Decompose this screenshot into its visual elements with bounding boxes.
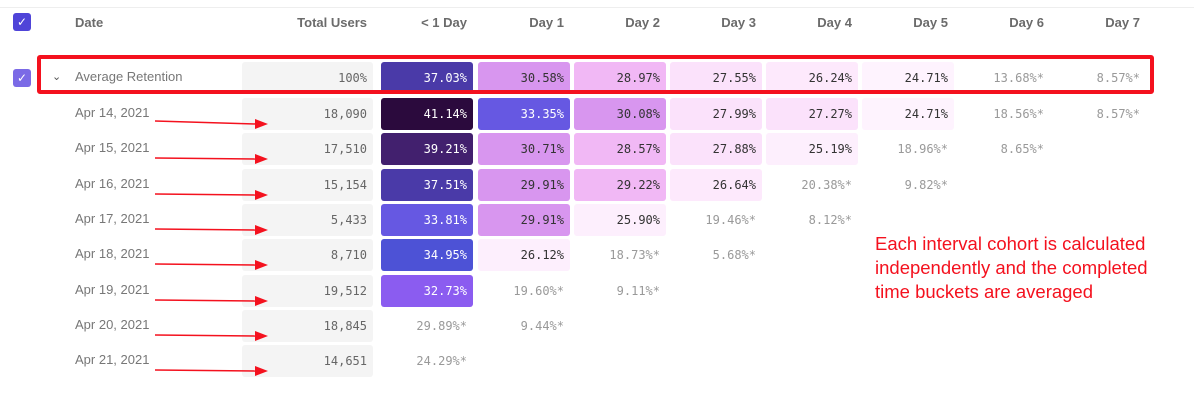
retention-cell[interactable]: 25.90% [574, 203, 666, 236]
arrow-icon [154, 151, 268, 165]
retention-cell[interactable]: 8.57%* [1096, 107, 1140, 121]
cohort-date: Apr 15, 2021 [75, 140, 150, 156]
retention-cell[interactable]: 41.14% [381, 98, 473, 130]
retention-cell[interactable]: 9.11%* [616, 283, 660, 298]
arrow-icon [154, 187, 268, 200]
header-day[interactable]: Day 3 [721, 15, 756, 30]
retention-cell[interactable]: 33.35% [478, 98, 570, 130]
header-total-users[interactable]: Total Users [297, 15, 367, 30]
retention-cell[interactable]: 8.65%* [1000, 142, 1044, 157]
retention-cell[interactable]: 24.29%* [416, 354, 467, 369]
cohort-row[interactable]: Apr 16, 2021 15,154 37.51% 29.91% 29.22% 26.6… [0, 168, 1194, 201]
retention-cell[interactable]: 27.99% [670, 98, 762, 130]
header-day[interactable]: Day 1 [529, 15, 564, 30]
cohort-total-users: 5,433 [242, 203, 373, 236]
header-day[interactable]: Day 7 [1105, 15, 1140, 30]
cohort-date: Apr 19, 2021 [75, 281, 150, 297]
cohort-date: Apr 17, 2021 [75, 210, 150, 226]
arrow-icon [154, 293, 268, 306]
cohort-row[interactable]: Apr 20, 2021 18,845 29.89%* 9.44%* [0, 309, 1194, 342]
retention-cell[interactable]: 19.46%* [705, 212, 756, 227]
retention-cell[interactable]: 24.71% [862, 98, 954, 130]
retention-cell[interactable]: 13.68%* [993, 71, 1044, 85]
retention-cell[interactable]: 30.08% [574, 98, 666, 130]
highlight-box [37, 55, 1154, 94]
header-day[interactable]: < 1 Day [421, 15, 467, 30]
header-day[interactable]: Day 5 [913, 15, 948, 30]
cohort-date: Apr 14, 2021 [75, 105, 150, 120]
cohort-date: Apr 18, 2021 [75, 246, 150, 262]
chevron-down-icon[interactable]: ⌄ [52, 71, 62, 83]
arrow-icon [154, 257, 268, 271]
retention-cell[interactable]: 28.97% [574, 62, 666, 94]
cohort-row[interactable]: Apr 17, 2021 5,433 33.81% 29.91% 25.90% 19.46… [0, 203, 1194, 236]
cohort-date: Apr 21, 2021 [75, 352, 150, 368]
retention-cell[interactable]: 28.57% [574, 133, 666, 166]
header-day[interactable]: Day 2 [625, 15, 660, 30]
retention-cell[interactable]: 18.73%* [609, 248, 660, 263]
cohort-total-users: 17,510 [242, 133, 373, 166]
retention-cell[interactable]: 37.03% [381, 62, 473, 94]
retention-cell[interactable]: 29.91% [478, 168, 570, 201]
retention-cell[interactable]: 24.71% [862, 62, 954, 94]
top-divider [0, 7, 1194, 8]
cohort-row[interactable]: Apr 15, 2021 17,510 39.21% 30.71% 28.57% 27.8… [0, 133, 1194, 166]
retention-cell[interactable]: 19.60%* [513, 283, 564, 298]
retention-cell[interactable]: 20.38%* [801, 177, 852, 192]
retention-cell[interactable]: 27.55% [670, 62, 762, 94]
retention-cell[interactable]: 39.21% [381, 133, 473, 166]
retention-cell[interactable]: 9.44%* [520, 318, 564, 333]
header-date[interactable]: Date [75, 15, 104, 30]
arrow-icon [154, 328, 268, 341]
retention-cell[interactable]: 30.71% [478, 133, 570, 166]
average-retention-row[interactable]: ✓ ⌄ Average Retention 100% 37.03% 30.58% 2… [0, 62, 1194, 94]
retention-cell[interactable]: 18.56%* [993, 107, 1044, 121]
header-day[interactable]: Day 4 [817, 15, 852, 30]
retention-cell[interactable]: 25.19% [766, 133, 858, 166]
cohort-date: Apr 20, 2021 [75, 316, 150, 332]
retention-cell[interactable]: 30.58% [478, 62, 570, 94]
average-checkbox[interactable]: ✓ [13, 69, 31, 87]
cohort-row[interactable]: Apr 14, 2021 18,090 41.14% 33.35% 30.08% 27.9… [0, 98, 1194, 130]
retention-cell[interactable]: 27.27% [766, 98, 858, 130]
arrow-icon [154, 222, 268, 235]
retention-cell[interactable]: 34.95% [381, 239, 473, 272]
average-label: Average Retention [75, 69, 183, 84]
retention-cell[interactable]: 8.12%* [808, 212, 852, 227]
retention-cell[interactable]: 32.73% [381, 274, 473, 307]
select-all-checkbox[interactable]: ✓ [13, 13, 31, 31]
average-total: 100% [242, 62, 373, 94]
retention-cell[interactable]: 27.88% [670, 133, 762, 166]
retention-cell[interactable]: 8.57%* [1096, 71, 1140, 85]
retention-cell[interactable]: 26.24% [766, 62, 858, 94]
retention-cell[interactable]: 26.64% [670, 168, 762, 201]
retention-cell[interactable]: 18.96%* [897, 142, 948, 157]
retention-cell[interactable]: 37.51% [381, 168, 473, 201]
retention-cell[interactable]: 5.68%* [712, 248, 756, 263]
annotation-text: Each interval cohort is calculated indep… [875, 233, 1148, 302]
retention-cell[interactable]: 29.22% [574, 168, 666, 201]
retention-cell[interactable]: 29.91% [478, 203, 570, 236]
retention-cell[interactable]: 26.12% [478, 239, 570, 272]
arrow-icon [154, 116, 268, 129]
retention-cell[interactable]: 9.82%* [904, 177, 948, 192]
retention-cell[interactable]: 33.81% [381, 203, 473, 236]
arrow-icon [154, 363, 268, 377]
cohort-total-users: 18,090 [242, 98, 373, 130]
cohort-date: Apr 16, 2021 [75, 175, 150, 191]
retention-cell[interactable]: 29.89%* [416, 318, 467, 333]
header-day[interactable]: Day 6 [1009, 15, 1044, 30]
